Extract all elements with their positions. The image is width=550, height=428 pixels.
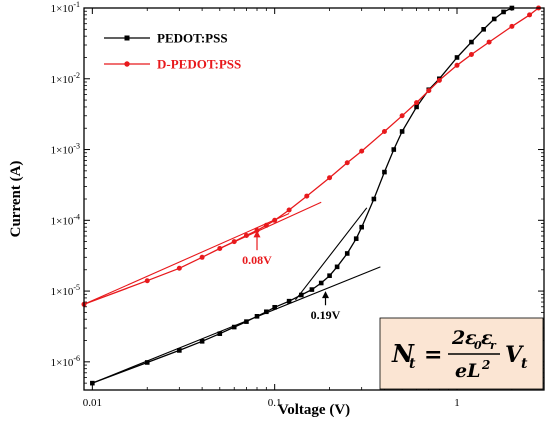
formula-rhs: V (505, 342, 524, 368)
data-point-d-pedot-pss (426, 88, 432, 94)
formula-num-subr: r (490, 339, 497, 352)
x-tick-label: 0.1 (268, 397, 282, 409)
formula-rhs-sub: t (521, 356, 528, 372)
data-point-pedot-pss (286, 298, 292, 304)
annotation-label: 0.08V (242, 253, 272, 267)
data-point-pedot-pss (272, 304, 277, 310)
data-point-pedot-pss (501, 9, 506, 15)
data-point-pedot-pss (454, 55, 460, 60)
data-point-pedot-pss (414, 104, 419, 110)
data-point-d-pedot-pss (327, 175, 333, 181)
data-point-pedot-pss (299, 292, 304, 298)
data-point-pedot-pss (144, 360, 150, 365)
fit-lines (83, 201, 381, 384)
data-point-pedot-pss (491, 16, 497, 22)
legend-label: D-PEDOT:PSS (157, 57, 241, 72)
data-point-d-pedot-pss (527, 12, 533, 18)
formula-lhs: N (391, 339, 415, 368)
fit-line (295, 207, 368, 301)
data-point-d-pedot-pss (286, 207, 292, 213)
data-point-pedot-pss (199, 339, 205, 344)
data-point-pedot-pss (353, 236, 359, 241)
y-tick-label: 1×10-6 (51, 354, 80, 369)
data-point-pedot-pss (371, 196, 377, 202)
x-tick-label: 1 (454, 397, 460, 409)
annotation-arrow-head (321, 291, 329, 299)
formula-num-epsr: ε (481, 327, 493, 349)
data-point-pedot-pss (344, 251, 350, 256)
data-point-d-pedot-pss (414, 100, 420, 106)
data-point-pedot-pss (334, 264, 340, 270)
formula-num-eps0: ε (465, 327, 477, 349)
data-point-d-pedot-pss (486, 39, 492, 45)
legend: PEDOT:PSS D-PEDOT:PSS (104, 31, 241, 72)
data-point-d-pedot-pss (176, 265, 182, 271)
data-point-pedot-pss (359, 224, 364, 230)
data-point-pedot-pss (244, 319, 249, 324)
data-point-d-pedot-pss (454, 62, 460, 68)
plot-frame (83, 7, 545, 391)
data-point-d-pedot-pss (231, 239, 237, 245)
y-tick-label: 1×10-5 (51, 283, 80, 298)
data-point-pedot-pss (382, 169, 387, 175)
series-group (81, 5, 542, 386)
y-axis-title: Current (A) (8, 161, 24, 238)
data-point-d-pedot-pss (381, 128, 387, 134)
data-point-pedot-pss (327, 273, 332, 278)
y-tick-label: 1×10-2 (51, 71, 80, 86)
annotation-label: 0.19V (311, 308, 341, 322)
data-point-d-pedot-pss (144, 278, 150, 284)
data-point-pedot-pss (309, 287, 315, 292)
fit-line (83, 212, 290, 305)
data-point-pedot-pss (177, 348, 182, 353)
x-axis-title: Voltage (V) (278, 402, 350, 418)
y-tick-label: 1×10-3 (51, 142, 80, 157)
data-point-d-pedot-pss (272, 217, 278, 223)
legend-marker (124, 61, 130, 67)
data-point-pedot-pss (481, 27, 486, 32)
formula-lhs-sub: t (409, 356, 416, 372)
data-point-d-pedot-pss (304, 193, 310, 199)
data-point-d-pedot-pss (263, 222, 269, 228)
data-point-d-pedot-pss (468, 52, 474, 58)
data-point-pedot-pss (399, 129, 405, 134)
data-point-d-pedot-pss (344, 160, 350, 166)
data-point-d-pedot-pss (399, 113, 405, 119)
formula-num-coef: 2 (451, 327, 465, 349)
data-point-pedot-pss (318, 280, 324, 286)
data-point-d-pedot-pss (217, 245, 223, 251)
y-tick-label: 1×10-1 (51, 0, 80, 15)
data-point-pedot-pss (217, 331, 223, 336)
data-point-d-pedot-pss (359, 148, 365, 154)
data-point-pedot-pss (231, 324, 237, 330)
formula-den: eL (455, 360, 480, 382)
formula-equals: = (424, 342, 442, 368)
data-point-pedot-pss (90, 380, 95, 386)
annotation-arrow-head (253, 230, 261, 238)
data-point-pedot-pss (391, 147, 397, 152)
legend-marker (124, 35, 130, 41)
formula-num-sub0: 0 (474, 339, 482, 352)
data-point-pedot-pss (254, 314, 260, 319)
data-point-d-pedot-pss (509, 23, 515, 29)
x-tick-label: 0.01 (83, 397, 102, 409)
legend-label: PEDOT:PSS (157, 31, 228, 46)
data-point-d-pedot-pss (199, 254, 205, 260)
formula-den-exp: 2 (481, 358, 490, 372)
data-point-pedot-pss (469, 39, 474, 45)
annotations: 0.08V 0.19V (242, 230, 341, 322)
y-tick-label: 1×10-4 (51, 212, 80, 227)
data-point-d-pedot-pss (243, 232, 249, 238)
data-point-pedot-pss (264, 309, 269, 315)
data-point-d-pedot-pss (436, 77, 442, 83)
series-line-d-pedot-pss (83, 7, 539, 305)
